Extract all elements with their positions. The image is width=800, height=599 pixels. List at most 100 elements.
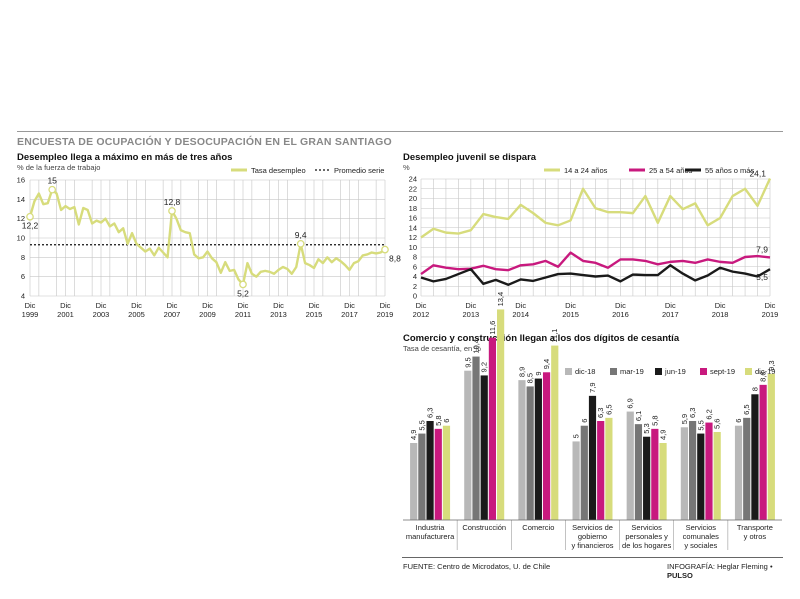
bar-value-label: 8,6 (759, 371, 768, 381)
series-line-0 (420, 178, 772, 239)
category-label: Servicios (686, 523, 717, 532)
header-title: ENCUESTA DE OCUPACIÓN Y DESOCUPACIÓN EN … (17, 136, 392, 148)
bar (626, 411, 634, 520)
bar-value-label: 11,1 (550, 329, 559, 343)
data-point (48, 185, 57, 194)
chart2-ylabel: % (403, 163, 410, 172)
legend-swatch (745, 368, 752, 375)
chart1-title: Desempleo llega a máximo en más de tres … (17, 152, 233, 163)
bar-value-label: 6,9 (626, 398, 635, 408)
y-tick-label: 2 (413, 282, 417, 291)
y-tick-label: 16 (17, 176, 25, 185)
bar (697, 433, 705, 520)
footer-source: FUENTE: Centro de Microdatos, U. de Chil… (403, 562, 551, 571)
bar-value-label: 5,5 (696, 420, 705, 430)
bar-value-label: 5,8 (434, 415, 443, 425)
bar (751, 394, 759, 520)
bar (767, 373, 775, 520)
legend-label: 55 años o más (705, 166, 754, 175)
bar-value-label: 9,3 (767, 360, 776, 370)
bar-value-label: 5,9 (680, 414, 689, 424)
data-label: 7,9 (756, 244, 768, 254)
series-line-1 (420, 251, 771, 276)
bar (442, 425, 451, 520)
x-tick-label: Dic (96, 301, 107, 310)
x-tick-label: Dic (309, 301, 320, 310)
bar-value-label: 13,4 (496, 292, 505, 307)
x-tick-label: Dic (60, 301, 71, 310)
bar-value-label: 10,4 (472, 339, 481, 354)
bar (534, 378, 542, 520)
bar (497, 309, 505, 520)
x-tick-label: Dic (665, 301, 676, 310)
x-tick-label: 1999 (22, 310, 39, 319)
bar (605, 417, 613, 520)
bar-value-label: 9,4 (542, 359, 551, 369)
bar (410, 443, 418, 520)
legend-label: dic-18 (575, 367, 595, 376)
category-label: Transporte (737, 523, 773, 532)
x-tick-label: 2016 (612, 310, 629, 319)
bar-value-label: 9,2 (480, 362, 489, 372)
category-label: Servicios de (572, 523, 613, 532)
y-tick-label: 14 (409, 223, 417, 232)
bar-value-label: 5,6 (713, 419, 722, 429)
bar (488, 337, 497, 520)
bar-value-label: 9,5 (463, 357, 472, 367)
footer-credit: INFOGRAFÍA: Heglar Fleming • PULSO (667, 562, 773, 580)
bar (472, 356, 480, 520)
x-tick-label: 2014 (512, 310, 529, 319)
bar-value-label: 6 (580, 419, 589, 423)
category-label: de los hogares (622, 541, 671, 550)
bar-value-label: 6,5 (742, 404, 751, 414)
bar-value-label: 8,5 (526, 373, 535, 383)
legend-label-series: Tasa desempleo (251, 166, 306, 175)
x-tick-label: Dic (202, 301, 213, 310)
category-label: Comercio (522, 523, 554, 532)
bar (597, 421, 605, 520)
bar (518, 380, 526, 520)
y-tick-label: 12 (409, 233, 417, 242)
bar-value-label: 4,9 (659, 430, 668, 440)
legend-label: dic-19 (755, 367, 775, 376)
bar (464, 370, 472, 520)
data-label: 9,4 (295, 230, 307, 240)
legend-label: sept-19 (710, 367, 735, 376)
data-label: 12,2 (22, 221, 39, 231)
category-label: manufacturera (406, 532, 455, 541)
bar-value-label: 6,2 (704, 409, 713, 419)
category-label: Construcción (462, 523, 506, 532)
category-label: Industria (416, 523, 446, 532)
x-tick-label: Dic (25, 301, 36, 310)
data-label: 5,5 (756, 272, 768, 282)
y-tick-label: 8 (21, 253, 25, 262)
x-tick-label: 2019 (377, 310, 394, 319)
y-tick-label: 18 (409, 204, 417, 213)
x-tick-label: 2007 (164, 310, 181, 319)
bar (434, 428, 442, 520)
bar (588, 395, 597, 520)
data-label: 24,1 (749, 169, 766, 179)
chart1-subtitle: % de la fuerza de trabajo (17, 163, 101, 172)
y-tick-label: 20 (409, 194, 417, 203)
data-label: 12,8 (164, 197, 181, 207)
x-tick-label: Dic (765, 301, 776, 310)
bar-value-label: 6,3 (426, 408, 435, 418)
series-line-2 (420, 264, 771, 286)
x-tick-label: Dic (465, 301, 476, 310)
bar (651, 428, 659, 520)
bar (634, 424, 643, 520)
y-tick-label: 24 (409, 175, 417, 184)
x-tick-label: Dic (565, 301, 576, 310)
data-label: 8,8 (389, 254, 401, 264)
bar (734, 425, 743, 520)
legend-swatch (565, 368, 572, 375)
series-line-tasa-desempleo (28, 188, 386, 286)
bar-value-label: 9 (534, 371, 543, 375)
y-tick-label: 12 (17, 214, 25, 223)
x-tick-label: Dic (238, 301, 249, 310)
footer-credit-text: INFOGRAFÍA: Heglar Fleming (667, 562, 768, 571)
x-tick-label: 2003 (93, 310, 110, 319)
y-tick-label: 16 (409, 214, 417, 223)
